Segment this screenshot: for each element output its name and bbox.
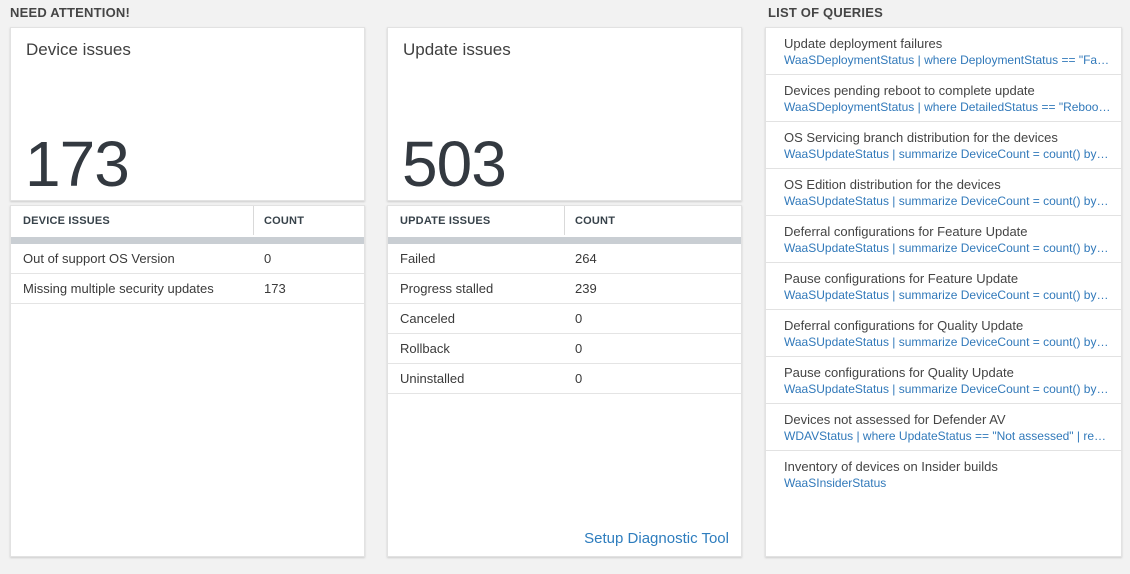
count-column-header: COUNT [575, 214, 616, 227]
table-row[interactable]: Rollback 0 [388, 334, 741, 364]
query-link[interactable]: WaaSUpdateStatus | summarize DeviceCount… [784, 194, 1111, 208]
query-item-os-edition-distribution[interactable]: OS Edition distribution for the devices … [766, 169, 1121, 216]
query-item-deferral-quality-update[interactable]: Deferral configurations for Quality Upda… [766, 310, 1121, 357]
device-issues-table-header: DEVICE ISSUES COUNT [11, 206, 364, 235]
update-issues-table-header: UPDATE ISSUES COUNT [388, 206, 741, 235]
query-title: OS Edition distribution for the devices [784, 177, 1001, 192]
query-item-deferral-feature-update[interactable]: Deferral configurations for Feature Upda… [766, 216, 1121, 263]
update-issues-count: 503 [402, 128, 507, 200]
issue-label: Out of support OS Version [23, 251, 175, 266]
issue-label: Progress stalled [400, 281, 494, 296]
table-row[interactable]: Out of support OS Version 0 [11, 244, 364, 274]
query-item-pause-feature-update[interactable]: Pause configurations for Feature Update … [766, 263, 1121, 310]
query-item-defender-av-not-assessed[interactable]: Devices not assessed for Defender AV WDA… [766, 404, 1121, 451]
need-attention-header: NEED ATTENTION! [10, 5, 130, 20]
query-title: Deferral configurations for Feature Upda… [784, 224, 1028, 239]
query-title: Devices pending reboot to complete updat… [784, 83, 1035, 98]
table-row[interactable]: Missing multiple security updates 173 [11, 274, 364, 304]
query-link[interactable]: WaaSUpdateStatus | summarize DeviceCount… [784, 147, 1111, 161]
query-item-os-servicing-branch[interactable]: OS Servicing branch distribution for the… [766, 122, 1121, 169]
query-link[interactable]: WaaSUpdateStatus | summarize DeviceCount… [784, 241, 1111, 255]
update-issues-table: UPDATE ISSUES COUNT Failed 264 Progress … [387, 205, 742, 557]
query-link[interactable]: WaaSUpdateStatus | summarize DeviceCount… [784, 335, 1111, 349]
issue-count: 0 [264, 251, 272, 266]
device-issues-column-header: DEVICE ISSUES [11, 206, 254, 235]
issue-count: 239 [575, 281, 597, 296]
table-row[interactable]: Canceled 0 [388, 304, 741, 334]
query-link[interactable]: WaaSInsiderStatus [784, 476, 887, 490]
device-issues-table: DEVICE ISSUES COUNT Out of support OS Ve… [10, 205, 365, 557]
query-link[interactable]: WaaSUpdateStatus | summarize DeviceCount… [784, 382, 1111, 396]
setup-diagnostic-tool-link[interactable]: Setup Diagnostic Tool [584, 530, 729, 547]
issue-count: 0 [575, 371, 583, 386]
update-issues-card-title: Update issues [403, 40, 511, 59]
query-link[interactable]: WaaSUpdateStatus | summarize DeviceCount… [784, 288, 1111, 302]
issue-label: Failed [400, 251, 436, 266]
device-issues-count: 173 [25, 128, 130, 200]
issue-count: 0 [575, 341, 583, 356]
query-title: Update deployment failures [784, 36, 943, 51]
issue-label: Rollback [400, 341, 450, 356]
query-item-insider-builds-inventory[interactable]: Inventory of devices on Insider builds W… [766, 451, 1121, 497]
update-issues-column-header: UPDATE ISSUES [388, 206, 565, 235]
issue-label: Missing multiple security updates [23, 281, 214, 296]
query-item-update-deployment-failures[interactable]: Update deployment failures WaaSDeploymen… [766, 28, 1121, 75]
issue-count: 264 [575, 251, 597, 266]
table-scrollbar[interactable] [388, 237, 741, 244]
issue-count: 173 [264, 281, 286, 296]
issue-label: Uninstalled [400, 371, 465, 386]
query-title: Devices not assessed for Defender AV [784, 412, 1006, 427]
issue-label: Canceled [400, 311, 455, 326]
count-column-header: COUNT [264, 214, 305, 227]
query-link[interactable]: WaaSDeploymentStatus | where DetailedSta… [784, 100, 1111, 114]
query-item-devices-pending-reboot[interactable]: Devices pending reboot to complete updat… [766, 75, 1121, 122]
device-issues-card-title: Device issues [26, 40, 131, 59]
query-item-pause-quality-update[interactable]: Pause configurations for Quality Update … [766, 357, 1121, 404]
query-title: Deferral configurations for Quality Upda… [784, 318, 1024, 333]
table-row[interactable]: Uninstalled 0 [388, 364, 741, 394]
table-row[interactable]: Failed 264 [388, 244, 741, 274]
query-list-panel: Update deployment failures WaaSDeploymen… [765, 27, 1122, 557]
query-title: Inventory of devices on Insider builds [784, 459, 998, 474]
query-title: Pause configurations for Feature Update [784, 271, 1019, 286]
query-title: Pause configurations for Quality Update [784, 365, 1014, 380]
update-issues-card[interactable]: Update issues 503 [387, 27, 742, 201]
query-title: OS Servicing branch distribution for the… [784, 130, 1058, 145]
list-of-queries-header: LIST OF QUERIES [768, 5, 883, 20]
query-link[interactable]: WaaSDeploymentStatus | where DeploymentS… [784, 53, 1111, 67]
table-scrollbar[interactable] [11, 237, 364, 244]
device-issues-card[interactable]: Device issues 173 [10, 27, 365, 201]
table-row[interactable]: Progress stalled 239 [388, 274, 741, 304]
query-link[interactable]: WDAVStatus | where UpdateStatus == "Not … [784, 429, 1111, 443]
issue-count: 0 [575, 311, 583, 326]
